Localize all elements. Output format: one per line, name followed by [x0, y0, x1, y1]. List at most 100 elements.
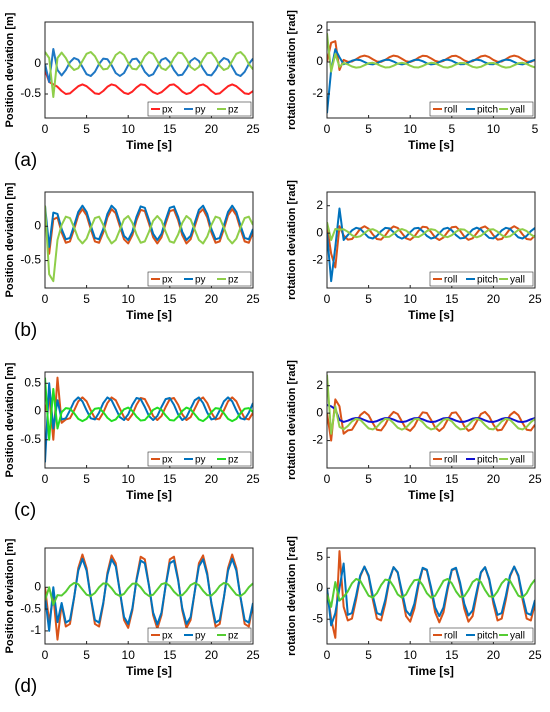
- data-line: [45, 48, 253, 83]
- data-line: [45, 205, 253, 283]
- legend-label: yall: [510, 455, 525, 466]
- x-tick-label: 15: [163, 122, 177, 136]
- data-line: [327, 221, 535, 241]
- x-tick-label: 25: [246, 292, 260, 306]
- y-tick-label: 2: [316, 378, 323, 392]
- x-tick-label: 15: [445, 292, 459, 306]
- x-tick-label: 0: [42, 292, 49, 306]
- data-line: [45, 581, 253, 606]
- legend-label: yall: [510, 631, 525, 642]
- legend-label: pz: [228, 631, 239, 642]
- legend-label: px: [162, 275, 173, 286]
- chart: 0 5 10 15 20 25 -5 0 5 Time [s] rotation deviation…: [286, 536, 542, 678]
- chart: 0 5 10 15 20 25 -0.5 0 Time [s] Position deviatio…: [4, 182, 260, 322]
- data-line: [327, 40, 535, 71]
- x-tick-label: 5: [83, 472, 90, 486]
- legend-label: pz: [228, 105, 239, 116]
- x-axis-label: Time [s]: [126, 488, 172, 502]
- legend-label: roll: [444, 455, 457, 466]
- legend-label: yall: [510, 105, 525, 116]
- x-tick-label: 15: [163, 292, 177, 306]
- data-line: [45, 557, 253, 632]
- chart: 0 5 10 5 10 5 -2 0 2 Time [s] rotation deviation […: [286, 10, 539, 152]
- y-tick-label: 2: [316, 22, 323, 36]
- legend-label: yall: [510, 275, 525, 286]
- y-tick-label: -2: [312, 433, 323, 447]
- y-tick-label: 0: [316, 225, 323, 239]
- legend-box: [429, 451, 534, 467]
- y-axis-label: Position deviation [m]: [4, 182, 16, 297]
- data-line: [327, 562, 535, 627]
- x-tick-label: 5: [365, 122, 372, 136]
- x-axis-label: Time [s]: [126, 664, 172, 678]
- x-tick-label: 10: [122, 648, 136, 662]
- chart: 0 5 10 15 20 25 -2 0 2 Time [s] rotation deviation…: [286, 360, 542, 502]
- x-tick-label: 10: [487, 122, 501, 136]
- y-tick-label: -2: [312, 253, 323, 267]
- x-tick-label: 10: [122, 122, 136, 136]
- legend-label: pitch: [477, 631, 498, 642]
- data-line: [45, 376, 253, 441]
- x-tick-label: 5: [365, 648, 372, 662]
- legend-label: pitch: [477, 275, 498, 286]
- legend-label: pitch: [477, 455, 498, 466]
- x-tick-label: 0: [42, 122, 49, 136]
- legend-label: pz: [228, 455, 239, 466]
- x-tick-label: 20: [205, 292, 219, 306]
- data-line: [45, 377, 253, 441]
- x-tick-label: 5: [532, 122, 539, 136]
- x-tick-label: 0: [42, 472, 49, 486]
- chart: 0 5 10 15 20 25 -0.5 0 Time [s] Position deviatio…: [4, 12, 260, 152]
- x-tick-label: 5: [365, 292, 372, 306]
- legend-label: py: [195, 631, 206, 642]
- data-line: [327, 403, 535, 424]
- x-tick-label: 0: [42, 648, 49, 662]
- legend-box: [147, 627, 252, 643]
- panel-label: (b): [14, 320, 37, 341]
- axes-box: [44, 191, 254, 289]
- x-tick-label: 20: [487, 648, 501, 662]
- y-axis-label: rotation deviation [rad]: [286, 360, 298, 480]
- y-tick-label: -2: [312, 86, 323, 100]
- legend-label: roll: [444, 631, 457, 642]
- data-line: [45, 51, 253, 98]
- data-line: [327, 398, 535, 442]
- y-tick-label: 0: [34, 404, 41, 418]
- y-tick-label: -0.5: [20, 86, 41, 100]
- panel-label: (a): [14, 150, 37, 171]
- x-tick-label: 20: [205, 122, 219, 136]
- legend-box: [429, 101, 534, 117]
- data-line: [327, 374, 535, 435]
- y-tick-label: 0.5: [24, 375, 41, 389]
- data-line: [327, 33, 535, 73]
- axes-box: [326, 371, 536, 469]
- y-tick-label: 0: [34, 218, 41, 232]
- y-tick-label: 0: [316, 580, 323, 594]
- x-axis-label: Time [s]: [126, 308, 172, 322]
- x-tick-label: 5: [83, 648, 90, 662]
- x-tick-label: 0: [324, 292, 331, 306]
- y-axis-label: Position deviation [m]: [4, 538, 16, 653]
- x-tick-label: 0: [324, 472, 331, 486]
- x-tick-label: 25: [246, 122, 260, 136]
- legend-box: [147, 101, 252, 117]
- x-tick-label: 10: [122, 472, 136, 486]
- x-axis-label: Time [s]: [408, 488, 454, 502]
- y-axis-label: Position deviation [m]: [4, 12, 16, 127]
- legend-label: py: [195, 275, 206, 286]
- y-tick-label: 0: [34, 579, 41, 593]
- x-axis-label: Time [s]: [408, 138, 454, 152]
- y-axis-label: rotation deviation [rad]: [286, 180, 298, 300]
- x-tick-label: 20: [205, 648, 219, 662]
- data-line: [45, 204, 253, 248]
- x-tick-label: 15: [445, 648, 459, 662]
- data-line: [327, 207, 535, 283]
- y-tick-label: 0: [316, 54, 323, 68]
- x-tick-label: 5: [448, 122, 455, 136]
- legend-label: py: [195, 455, 206, 466]
- legend-box: [429, 627, 534, 643]
- x-tick-label: 15: [445, 472, 459, 486]
- x-tick-label: 5: [83, 292, 90, 306]
- y-tick-label: 2: [316, 198, 323, 212]
